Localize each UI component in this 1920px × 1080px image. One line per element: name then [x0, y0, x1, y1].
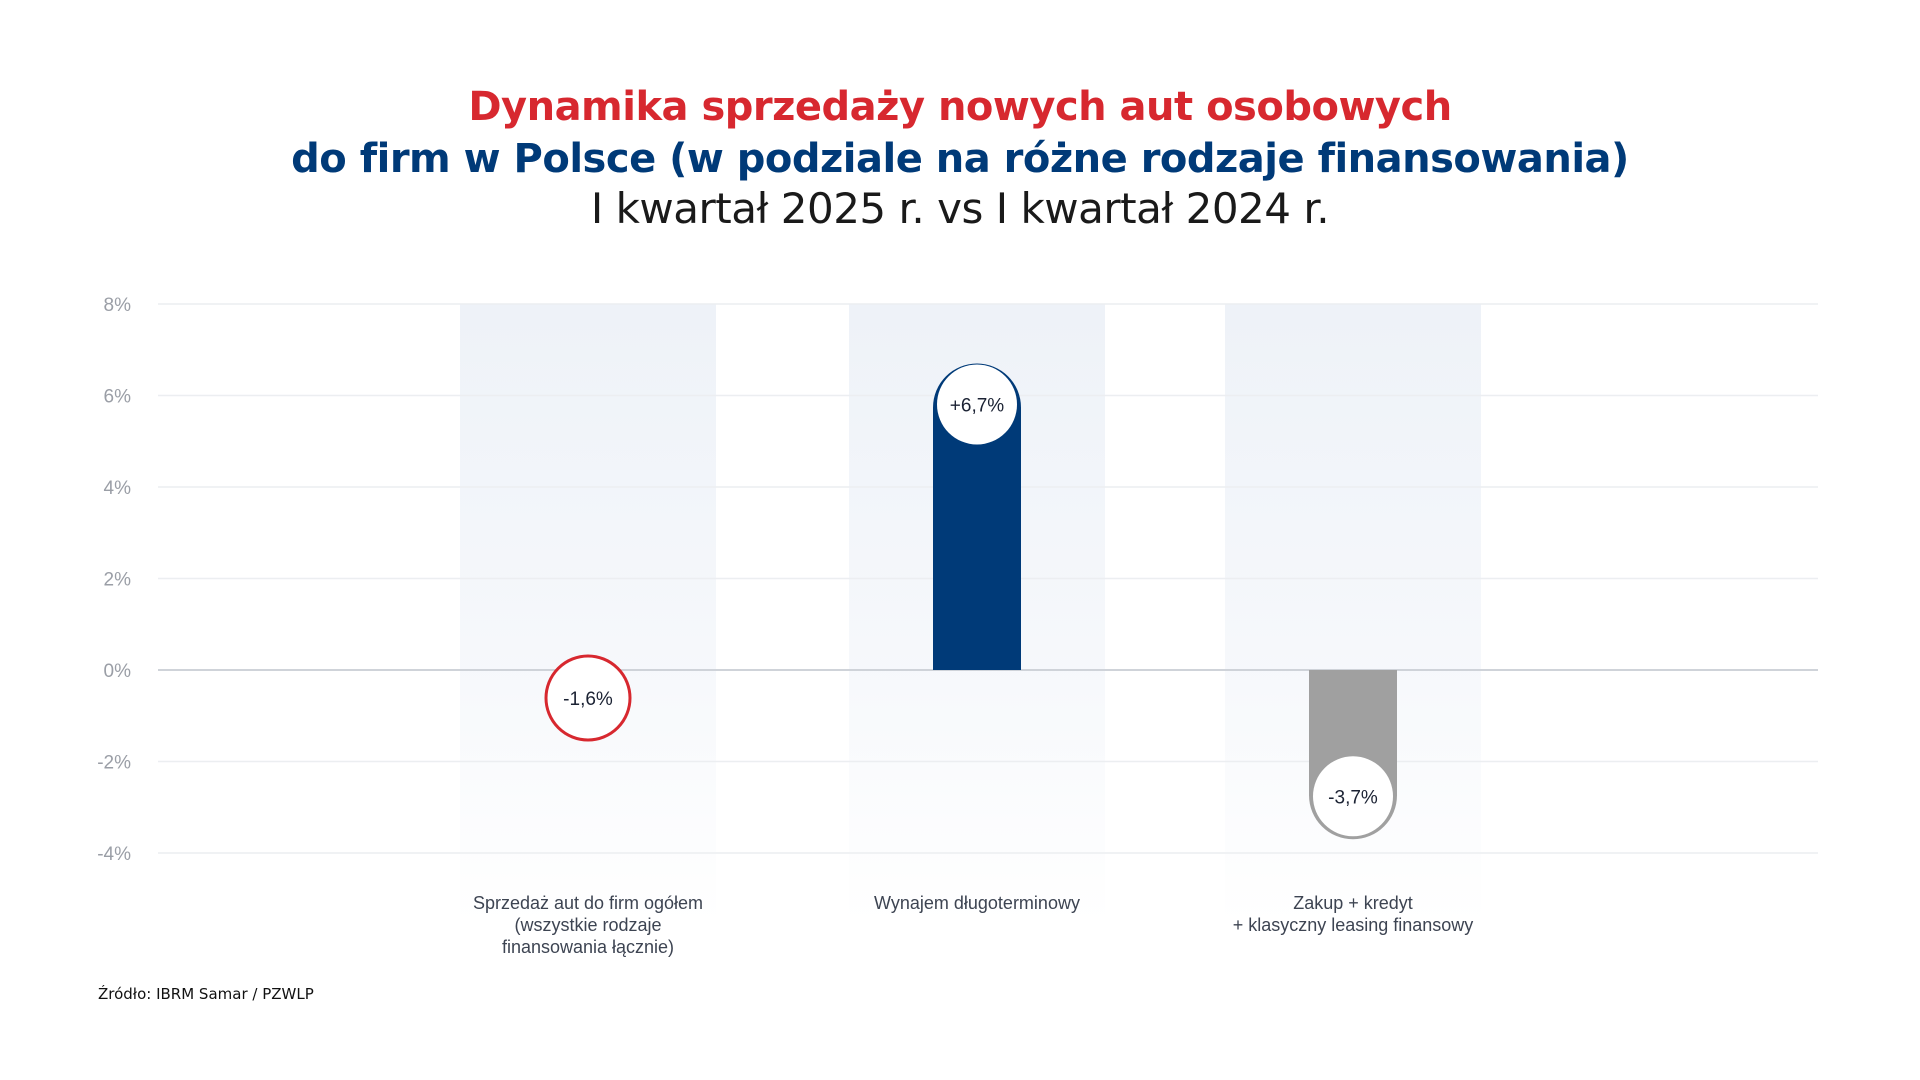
- data-label: -1,6%: [563, 689, 613, 710]
- chart-title-line-2: do firm w Polsce (w podziale na różne ro…: [291, 136, 1629, 182]
- data-label-circle: [937, 364, 1017, 445]
- x-category-label: + klasyczny leasing finansowy: [1233, 915, 1474, 935]
- x-category-label: Sprzedaż aut do firm ogółem: [473, 893, 703, 913]
- bar-2: [933, 363, 1021, 670]
- source-note: Źródło: IBRM Samar / PZWLP: [98, 985, 314, 1003]
- y-tick-label: 2%: [104, 570, 132, 591]
- data-label: +6,7%: [950, 395, 1005, 416]
- y-tick-label: -4%: [97, 844, 131, 865]
- x-category-label: (wszystkie rodzaje: [514, 915, 661, 935]
- y-tick-label: -2%: [97, 753, 131, 774]
- chart-subtitle: I kwartał 2025 r. vs I kwartał 2024 r.: [590, 184, 1330, 233]
- chart-title: Dynamika sprzedaży nowych aut osobowych: [468, 84, 1452, 130]
- data-label: -3,7%: [1328, 787, 1378, 808]
- y-tick-label: 0%: [104, 661, 132, 682]
- y-tick-label: 4%: [104, 478, 132, 499]
- y-tick-label: 8%: [104, 295, 132, 316]
- y-tick-label: 6%: [104, 387, 132, 408]
- data-label-circle: [1313, 756, 1393, 837]
- x-category-label: Zakup + kredyt: [1293, 893, 1413, 913]
- data-label-circle: [544, 654, 632, 742]
- category-band-1: [460, 304, 716, 924]
- x-category-label: finansowania łącznie): [502, 937, 674, 957]
- x-category-label: Wynajem długoterminowy: [874, 893, 1080, 913]
